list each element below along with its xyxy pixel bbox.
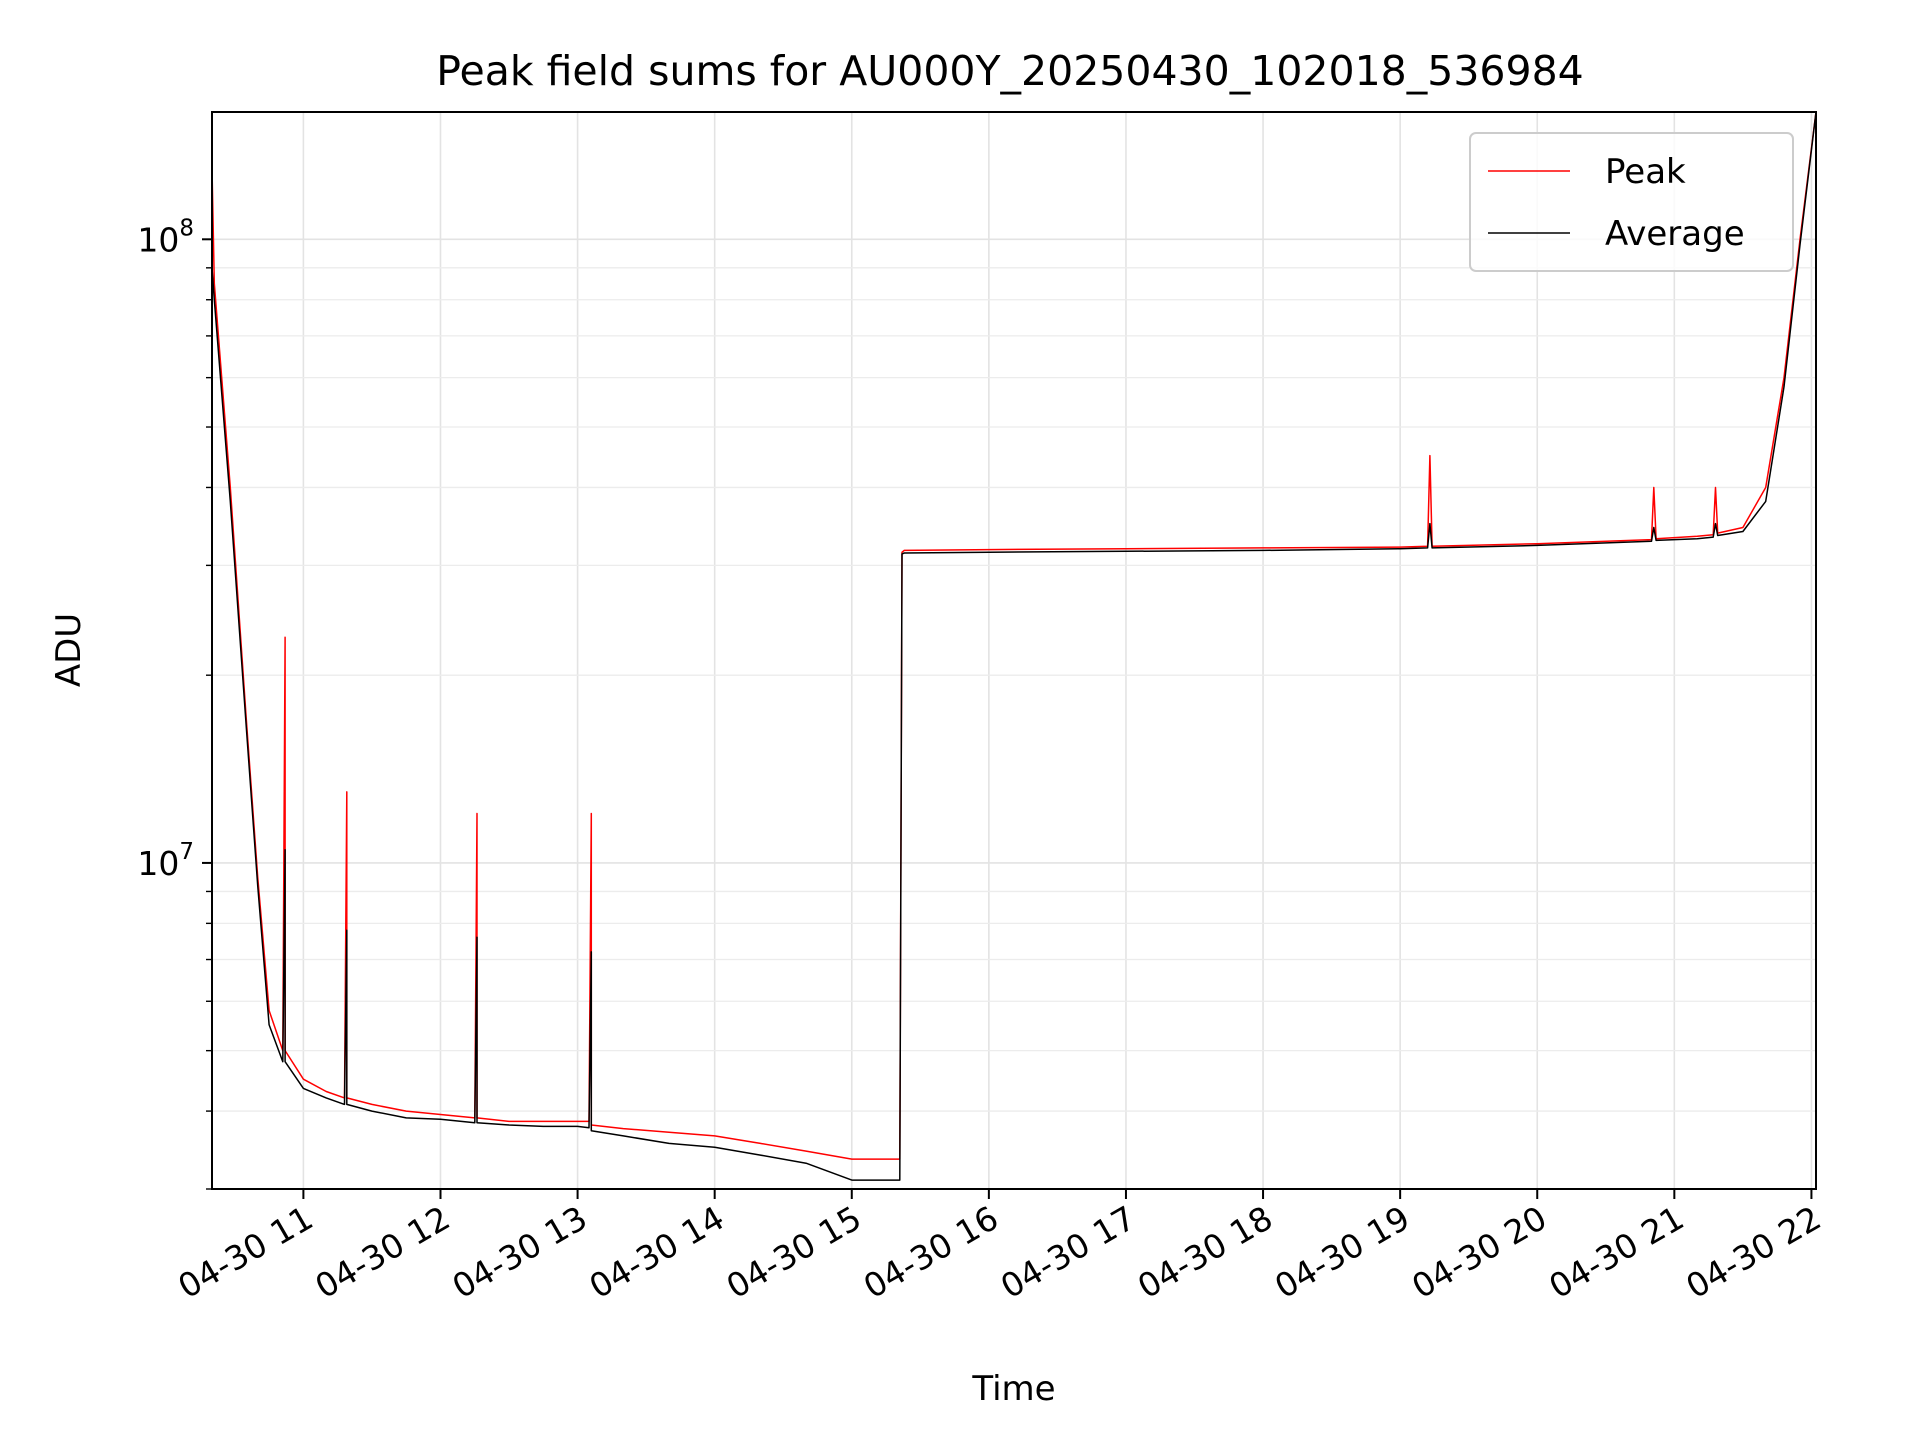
plot-frame xyxy=(211,111,1817,1190)
legend-peak-label: Peak xyxy=(1605,152,1686,192)
x-axis-label: Time xyxy=(971,1369,1055,1409)
y-tick-base: 10 xyxy=(137,844,179,883)
grid-layer xyxy=(212,112,1816,1190)
series-layer xyxy=(212,112,1816,1181)
series-line-average xyxy=(212,112,1816,1181)
chart-title: Peak field sums for AU000Y_20250430_1020… xyxy=(436,47,1584,95)
y-tick-exponent: 7 xyxy=(179,839,194,865)
legend-average-label: Average xyxy=(1605,214,1745,254)
legend-box xyxy=(1469,132,1794,272)
y-axis-label: ADU xyxy=(49,613,89,687)
y-tick-label: 107 xyxy=(137,839,194,883)
legend: Peak Average xyxy=(1469,132,1794,272)
y-tick-exponent: 8 xyxy=(179,215,194,241)
y-tick-label: 108 xyxy=(137,215,194,259)
y-tick-base: 10 xyxy=(137,220,179,259)
